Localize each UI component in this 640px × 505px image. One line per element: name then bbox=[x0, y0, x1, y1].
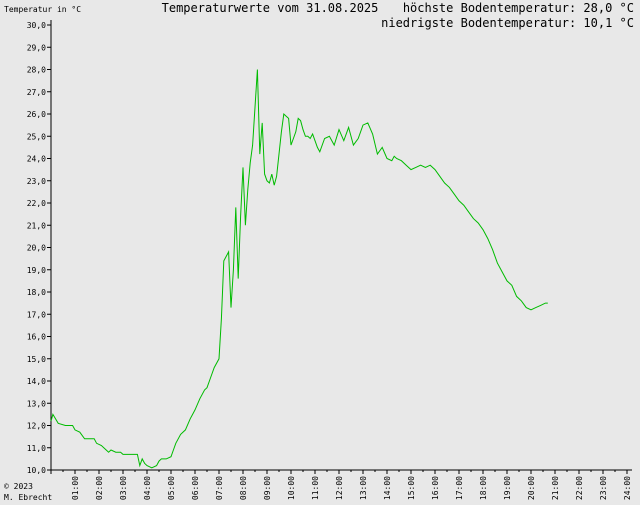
axes bbox=[50, 20, 632, 471]
y-tick-label: 17,0 bbox=[27, 310, 46, 319]
y-tick-label: 18,0 bbox=[27, 288, 46, 297]
y-tick-label: 10,0 bbox=[27, 466, 46, 475]
y-tick-label: 27,0 bbox=[27, 88, 46, 97]
min-temperature-label: niedrigste Bodentemperatur: 10,1 °C bbox=[381, 16, 634, 30]
x-tick-label: 13:00 bbox=[359, 476, 368, 500]
y-tick-label: 20,0 bbox=[27, 244, 46, 253]
y-tick-label: 23,0 bbox=[27, 177, 46, 186]
y-tick-label: 13,0 bbox=[27, 399, 46, 408]
y-tick-label: 28,0 bbox=[27, 66, 46, 75]
author-text: M. Ebrecht bbox=[4, 493, 52, 502]
max-temperature-label: höchste Bodentemperatur: 28,0 °C bbox=[403, 1, 634, 15]
x-tick-label: 07:00 bbox=[215, 476, 224, 500]
y-tick-label: 12,0 bbox=[27, 422, 46, 431]
y-tick-label: 15,0 bbox=[27, 355, 46, 364]
x-tick-label: 08:00 bbox=[239, 476, 248, 500]
x-tick-label: 22:00 bbox=[575, 476, 584, 500]
y-tick-label: 14,0 bbox=[27, 377, 46, 386]
x-tick-label: 14:00 bbox=[383, 476, 392, 500]
x-tick-label: 12:00 bbox=[335, 476, 344, 500]
temperature-line bbox=[50, 69, 548, 469]
x-tick-label: 15:00 bbox=[407, 476, 416, 500]
x-axis-ticks: 01:00 02:00 03:00 04:00 05:00 06:00 07:00 08:00… bbox=[50, 470, 632, 500]
y-tick-label: 25,0 bbox=[27, 132, 46, 141]
x-tick-label: 03:00 bbox=[119, 476, 128, 500]
y-tick-label: 26,0 bbox=[27, 110, 46, 119]
series bbox=[50, 69, 548, 469]
x-tick-label: 20:00 bbox=[527, 476, 536, 500]
chart-title: Temperaturwerte vom 31.08.2025 bbox=[162, 1, 379, 15]
x-tick-label: 10:00 bbox=[287, 476, 296, 500]
y-tick-label: 29,0 bbox=[27, 43, 46, 52]
x-tick-label: 04:00 bbox=[143, 476, 152, 500]
y-tick-label: 19,0 bbox=[27, 266, 46, 275]
x-tick-label: 18:00 bbox=[479, 476, 488, 500]
x-tick-label: 24:00 bbox=[623, 476, 632, 500]
y-tick-label: 21,0 bbox=[27, 221, 46, 230]
y-axis-ticks: 10,0 11,0 12,0 13,0 14,0 15,0 16,0 17,0 18,0 19,0… bbox=[27, 21, 51, 475]
y-tick-label: 16,0 bbox=[27, 333, 46, 342]
x-tick-label: 11:00 bbox=[311, 476, 320, 500]
x-tick-label: 02:00 bbox=[95, 476, 104, 500]
y-tick-label: 24,0 bbox=[27, 155, 46, 164]
x-tick-label: 09:00 bbox=[263, 476, 272, 500]
x-tick-label: 06:00 bbox=[191, 476, 200, 500]
x-tick-label: 05:00 bbox=[167, 476, 176, 500]
x-tick-label: 01:00 bbox=[71, 476, 80, 500]
y-tick-label: 30,0 bbox=[27, 21, 46, 30]
y-tick-label: 22,0 bbox=[27, 199, 46, 208]
x-tick-label: 23:00 bbox=[599, 476, 608, 500]
x-tick-label: 19:00 bbox=[503, 476, 512, 500]
y-axis-label: Temperatur in °C bbox=[4, 5, 81, 14]
x-tick-label: 21:00 bbox=[551, 476, 560, 500]
y-tick-label: 11,0 bbox=[27, 444, 46, 453]
x-tick-label: 16:00 bbox=[431, 476, 440, 500]
copyright-text: © 2023 bbox=[4, 482, 33, 491]
x-tick-label: 17:00 bbox=[455, 476, 464, 500]
